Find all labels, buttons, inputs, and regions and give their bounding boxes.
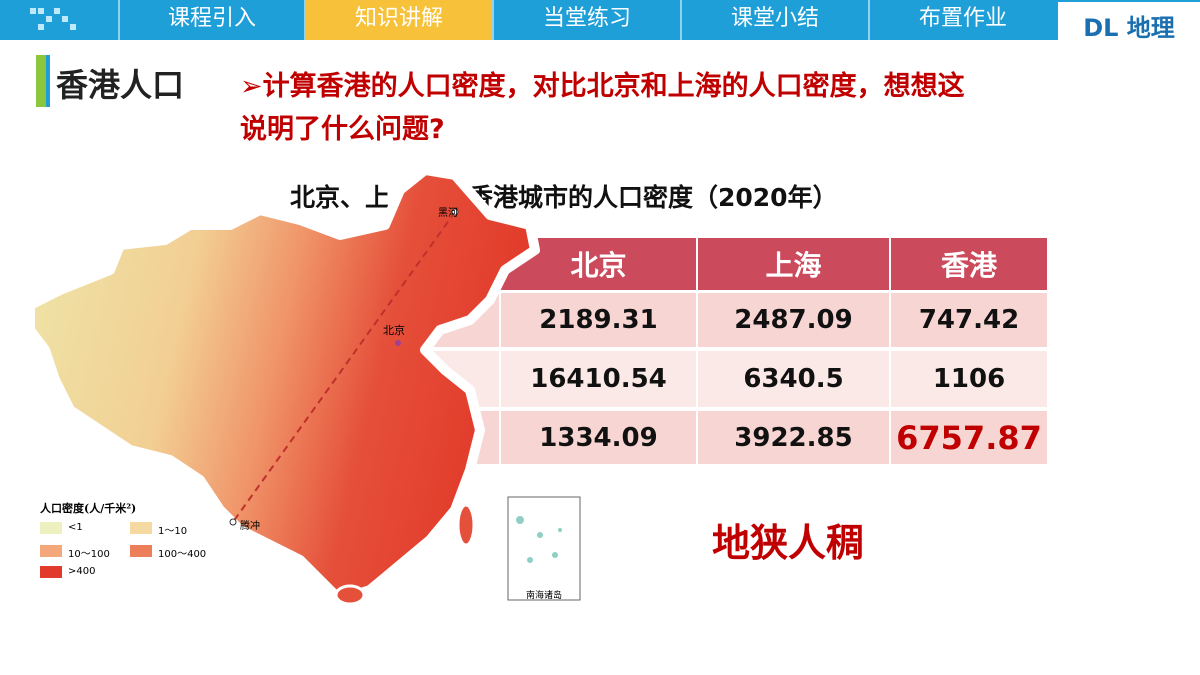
question: ➢计算香港的人口密度，对比北京和上海的人口密度，想想这 bbox=[240, 71, 965, 102]
map-label: 腾冲 bbox=[240, 521, 260, 532]
question: 说明了什么问题? bbox=[240, 114, 445, 145]
table-cell: 6340.5 bbox=[697, 350, 890, 408]
nav-tab[interactable]: 课堂小结 bbox=[680, 0, 868, 40]
nav-tab-active[interactable]: 知识讲解 bbox=[304, 0, 492, 40]
table-cell: 1106 bbox=[890, 350, 1048, 408]
legend-label: >400 bbox=[68, 566, 96, 577]
logo bbox=[0, 0, 118, 40]
map-label: 北京 bbox=[383, 324, 405, 337]
table-cell: 1334.09 bbox=[500, 410, 697, 465]
legend-label: 100～400 bbox=[158, 549, 207, 560]
map-label: 黑河 bbox=[438, 208, 458, 219]
legend-title: 人口密度(人/千米²) bbox=[40, 502, 137, 515]
brand: DL 地理 bbox=[1058, 2, 1200, 54]
legend-label: <1 bbox=[68, 522, 83, 533]
table-cell: 3922.85 bbox=[697, 410, 890, 465]
nav-tab[interactable]: 布置作业 bbox=[868, 0, 1056, 40]
table-title: 北京、上 bbox=[290, 183, 391, 212]
header-cell: 上海 bbox=[697, 237, 890, 291]
header-cell: 香港 bbox=[890, 237, 1048, 291]
table-cell: 6757.87 bbox=[890, 410, 1048, 465]
table-title: 香港城市的人口密度（2020年） bbox=[468, 183, 838, 212]
section-title: 香港人口 bbox=[56, 66, 185, 104]
conclusion: 地狭人稠 bbox=[712, 521, 865, 565]
legend-label: 10～100 bbox=[68, 549, 110, 560]
table-cell: 2189.31 bbox=[500, 292, 697, 348]
legend-label: 1～10 bbox=[158, 526, 188, 537]
nav-tab[interactable]: 当堂练习 bbox=[492, 0, 680, 40]
accent-bar bbox=[36, 55, 46, 107]
inset-label: 南海诸岛 bbox=[526, 591, 563, 601]
nav-tab[interactable]: 课程引入 bbox=[118, 0, 304, 40]
table-cell: 747.42 bbox=[890, 292, 1048, 348]
table-cell: 16410.54 bbox=[500, 350, 697, 408]
population-map bbox=[25, 165, 581, 606]
table-cell: 2487.09 bbox=[697, 292, 890, 348]
accent-bar bbox=[46, 55, 50, 107]
